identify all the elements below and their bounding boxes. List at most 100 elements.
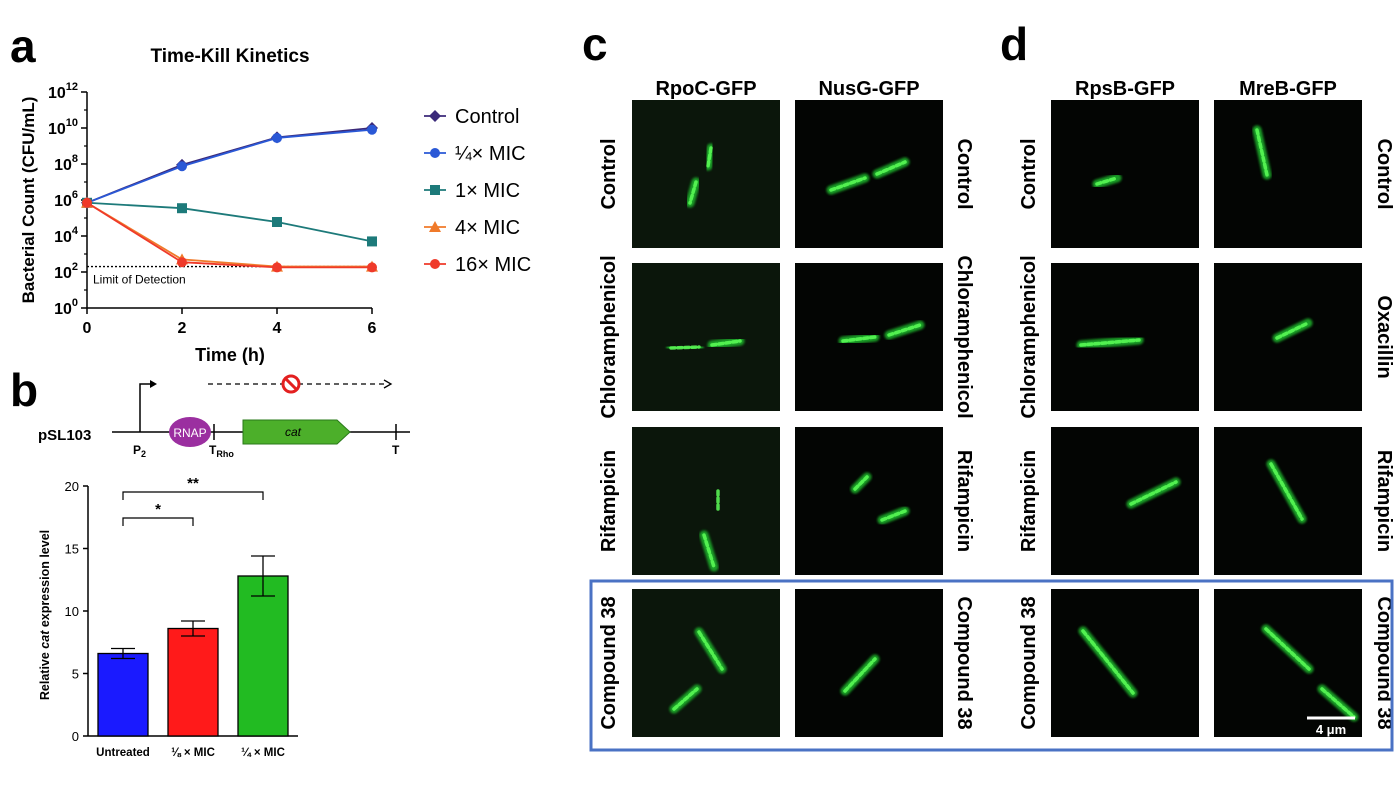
x-axis-label: Time (h) <box>195 345 265 365</box>
micrograph-background <box>1214 100 1362 248</box>
panel-b-figure: b pSL103 P2 RNAP TRho cat <box>10 370 410 759</box>
micrograph-background <box>632 263 780 411</box>
legend: Control ¼× MIC 1× MIC 4× MIC 16× MIC <box>424 106 531 276</box>
legend-item-mic: ¼× MIC <box>424 143 526 165</box>
y-tick-label: 1012 <box>48 81 78 102</box>
bar-y-tick-label: 10 <box>65 604 79 619</box>
significance-brackets: *** <box>122 475 264 526</box>
series-line <box>86 127 373 204</box>
series-16-mic <box>82 197 377 273</box>
legend-item-16-mic: 16× MIC <box>424 254 531 276</box>
bar-y-tick-label: 5 <box>72 667 79 682</box>
fluorescent-foci <box>1129 480 1178 506</box>
micrograph-c-rpoc-gfp-compound-38 <box>632 589 780 737</box>
y-tick-label: 100 <box>54 297 78 318</box>
bar-y-tick-label: 20 <box>65 479 79 494</box>
panel-letter-c: c <box>582 18 608 70</box>
micrograph-background <box>632 589 780 737</box>
fluorescent-foci <box>853 475 869 491</box>
bar-category-label: ⅛ × MIC <box>171 747 215 759</box>
data-point <box>177 257 187 268</box>
bar-y-tick-label: 15 <box>65 542 79 557</box>
micrograph-d-rpsb-gfp-rifampicin <box>1051 427 1199 575</box>
row-label-right-rifampicin: Rifampicin <box>1373 450 1395 552</box>
bar-y-tick-label: 0 <box>72 729 79 744</box>
fluorescent-foci <box>669 345 701 350</box>
micrograph-background <box>1051 100 1199 248</box>
micrograph-d-mreb-gfp-compound-38 <box>1214 589 1362 737</box>
row-label-right-compound-38: Compound 38 <box>953 596 975 729</box>
column-header-mreb-gfp: MreB-GFP <box>1239 78 1337 100</box>
panel-letter-a: a <box>10 20 36 72</box>
time-kill-chart: a Time-Kill Kinetics Bacterial Count (CF… <box>10 20 531 365</box>
data-point <box>367 236 377 247</box>
cat-gene-arrow <box>242 419 351 445</box>
panel-letter-d: d <box>1000 18 1028 70</box>
micrograph-background <box>795 100 943 248</box>
micrograph-background <box>795 427 943 575</box>
microscopy-figure: c d RpoC-GFP NusG-GFP Control Control Chlora… <box>582 18 1395 752</box>
series-line <box>86 202 372 268</box>
micrograph-c-rpoc-gfp-rifampicin <box>632 427 780 575</box>
row-label-left-control: Control <box>598 138 620 209</box>
significance-label: * <box>155 501 161 518</box>
micrograph-background <box>1051 427 1199 575</box>
micrograph-c-nusg-gfp-rifampicin <box>795 427 943 575</box>
series-1-mic <box>82 197 377 247</box>
fluorescent-foci <box>706 146 713 168</box>
fluorescent-foci <box>841 335 877 343</box>
fluorescent-foci <box>1095 176 1119 186</box>
y-tick-label: 104 <box>54 225 79 246</box>
block-icon <box>281 374 301 394</box>
promoter-arrow-icon <box>139 383 150 432</box>
micrograph-background <box>632 100 780 248</box>
row-label-left-compound-38: Compound 38 <box>598 596 620 729</box>
legend-item-4-mic: 4× MIC <box>424 217 520 239</box>
data-point <box>177 203 187 214</box>
series-line <box>86 201 373 243</box>
micrograph-background <box>1051 589 1199 737</box>
fluorescent-foci <box>710 339 742 347</box>
data-point <box>272 262 282 273</box>
fluorescent-foci <box>1269 462 1304 521</box>
micrograph-d-rpsb-gfp-compound-38 <box>1051 589 1199 737</box>
x-tick-label: 6 <box>368 320 377 337</box>
significance-label: ** <box>187 475 199 492</box>
limit-of-detection: Limit of Detection <box>87 265 372 287</box>
legend-marker <box>430 185 440 195</box>
row-label-left-compound-38: Compound 38 <box>1018 596 1040 729</box>
y-tick-label: 106 <box>54 189 78 210</box>
y-tick-label: 108 <box>54 153 78 174</box>
plasmid-diagram: pSL103 P2 RNAP TRho cat T <box>38 374 410 459</box>
row-label-right-chloramphenicol: Chloramphenicol <box>953 255 975 418</box>
micrograph-c-nusg-gfp-control <box>795 100 943 248</box>
row-label-right-rifampicin: Rifampicin <box>953 450 975 552</box>
y-tick-label: 102 <box>54 261 78 282</box>
fluorescent-foci <box>1264 627 1311 671</box>
bar-y-axis-label: Relative cat expression level <box>38 530 52 700</box>
data-point <box>367 124 377 135</box>
fluorescent-foci <box>697 630 724 671</box>
rnap-shape <box>169 417 211 447</box>
compound-38-highlight-box <box>589 579 1394 752</box>
fluorescent-foci <box>1255 128 1269 177</box>
y-axis-label: Bacterial Count (CFU/mL) <box>19 97 38 304</box>
micrograph-d-mreb-gfp-chloramphenicol <box>1214 263 1362 411</box>
y-tick-label: 1010 <box>48 117 78 138</box>
series-line <box>86 202 372 269</box>
series-mic <box>82 124 377 208</box>
panel-a: a Time-Kill Kinetics Bacterial Count (CF… <box>0 0 560 370</box>
data-point <box>82 197 92 208</box>
legend-label: ¼× MIC <box>455 143 526 165</box>
microscopy-grid: RpoC-GFP NusG-GFP Control Control Chloramphe… <box>598 78 1395 737</box>
legend-label: 1× MIC <box>455 180 520 202</box>
data-point <box>272 216 282 227</box>
series-line <box>86 128 373 204</box>
row-label-right-compound-38: Compound 38 <box>1373 596 1395 729</box>
bar-group: Untreated ⅛ × MIC ¼ × MIC <box>96 555 289 759</box>
data-point <box>367 262 377 273</box>
legend-marker <box>430 259 440 269</box>
cat-gene-label: cat <box>285 425 302 439</box>
transcript-arrowhead-icon <box>383 379 393 389</box>
significance-bracket <box>122 517 194 526</box>
